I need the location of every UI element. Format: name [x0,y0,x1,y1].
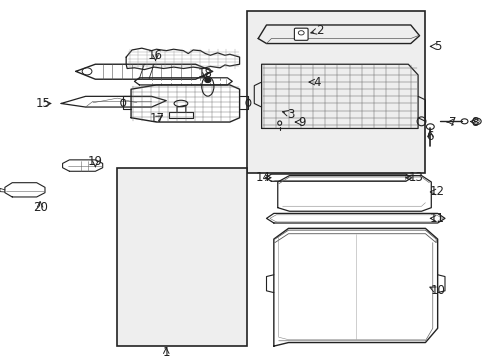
Text: 1: 1 [162,346,170,359]
Text: 19: 19 [88,155,102,168]
Text: 12: 12 [429,185,444,198]
Text: 9: 9 [298,116,305,129]
Text: 3: 3 [286,108,294,121]
Text: 8: 8 [470,116,478,129]
Text: 13: 13 [407,171,422,184]
Text: 17: 17 [150,112,164,125]
Text: 16: 16 [148,49,163,62]
Text: 20: 20 [33,201,47,214]
FancyBboxPatch shape [294,28,307,40]
Text: 4: 4 [312,76,320,89]
Text: 5: 5 [433,40,441,53]
FancyBboxPatch shape [246,11,425,173]
Text: 10: 10 [429,284,444,297]
Circle shape [204,78,210,82]
FancyBboxPatch shape [117,168,246,346]
Text: 2: 2 [316,24,324,37]
Text: 11: 11 [429,212,444,225]
Text: 7: 7 [447,116,455,129]
Text: 6: 6 [426,130,433,143]
Text: 14: 14 [255,171,270,184]
Text: 15: 15 [36,97,50,110]
Text: 18: 18 [198,67,212,80]
